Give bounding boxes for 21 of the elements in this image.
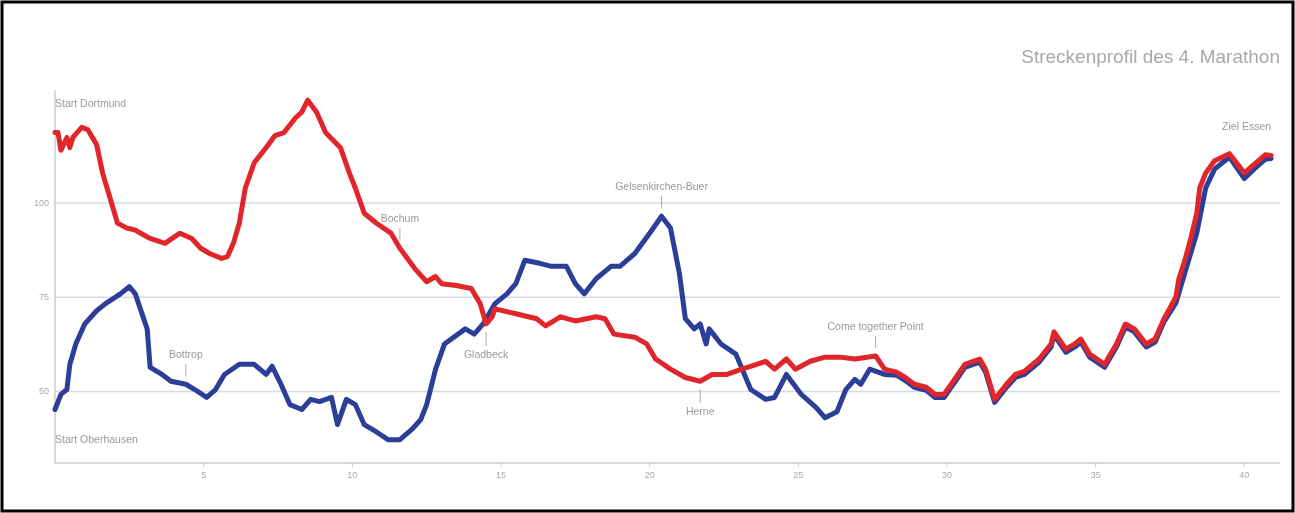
x-tick-label: 15 <box>495 470 506 480</box>
chart-title: Streckenprofil des 4. Marathon <box>1021 46 1280 67</box>
annotation: Ziel Essen <box>1222 119 1272 132</box>
annotation: Herne <box>685 405 715 418</box>
y-tick-label: 100 <box>33 198 49 209</box>
annotation: Start Dortmund <box>55 96 127 109</box>
annotation: Start Oberhausen <box>55 433 139 446</box>
annotation: Bochum <box>380 212 420 225</box>
x-tick-label: 5 <box>201 470 207 480</box>
x-tick-label: 35 <box>1090 470 1101 480</box>
annotation: Gladbeck <box>463 347 510 360</box>
x-tick-label: 30 <box>941 470 952 480</box>
x-tick-label: 40 <box>1239 470 1250 480</box>
y-tick-label: 50 <box>38 386 49 397</box>
x-tick-label: 25 <box>793 470 804 480</box>
x-tick-label: 10 <box>347 470 358 480</box>
x-tick-label: 20 <box>644 470 655 480</box>
annotation: Come together Point <box>827 320 924 332</box>
y-tick-label: 75 <box>38 292 49 303</box>
annotation: Gelsenkirchen-Buer <box>615 180 709 193</box>
annotation: Bottrop <box>168 348 203 361</box>
